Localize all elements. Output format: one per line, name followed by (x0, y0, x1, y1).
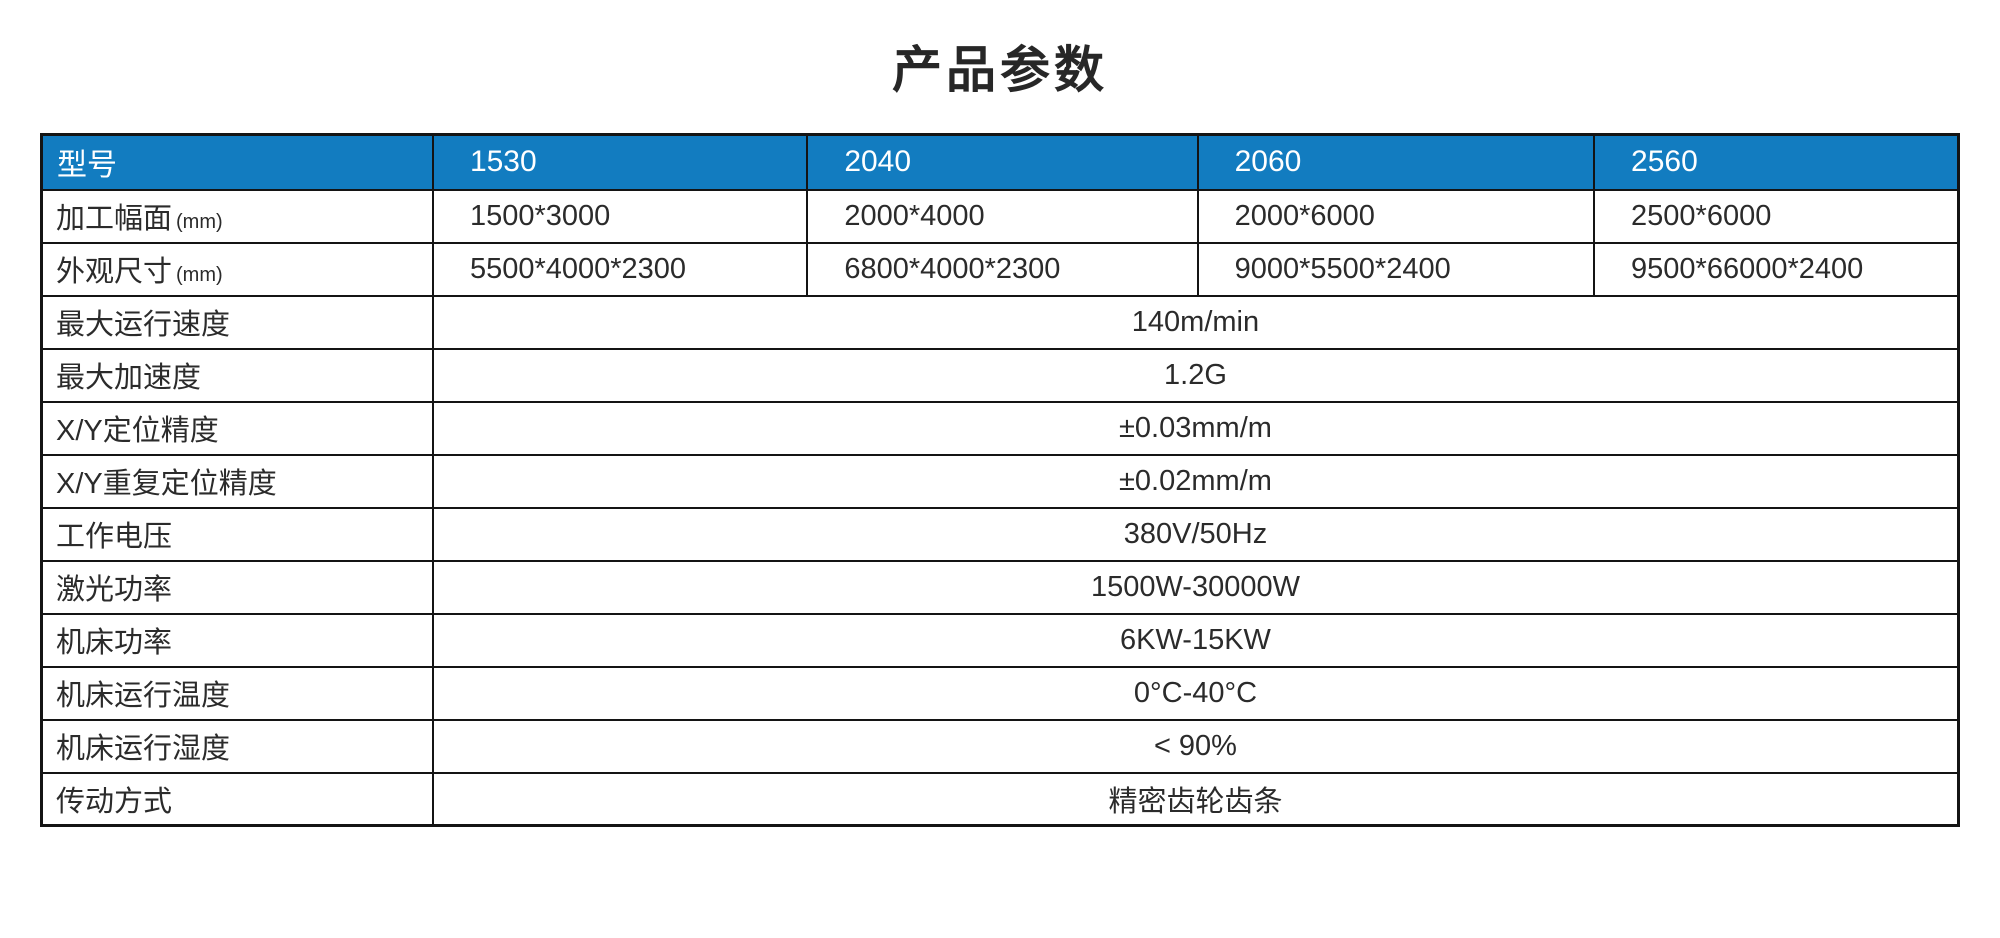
column-header-model-2560: 2560 (1593, 133, 1960, 191)
row-label: 最大运行速度 (40, 294, 434, 350)
cell-value-merged: 1.2G (431, 347, 1960, 403)
cell-value: 2000*6000 (1196, 188, 1596, 244)
row-label: X/Y定位精度 (40, 400, 434, 456)
cell-value-merged: 6KW-15KW (431, 612, 1960, 668)
table-row: 最大加速度 1.2G (40, 347, 1960, 403)
unit-suffix: (mm) (176, 264, 223, 286)
row-label: 机床运行温度 (40, 665, 434, 721)
cell-value-merged: 380V/50Hz (431, 506, 1960, 562)
unit-suffix: (mm) (176, 211, 223, 233)
page-title: 产品参数 (892, 42, 1108, 98)
table-row: 激光功率 1500W-30000W (40, 559, 1960, 615)
column-header-model-2060: 2060 (1196, 133, 1596, 191)
table-row: 加工幅面 (mm) 1500*3000 2000*4000 2000*6000 2… (40, 188, 1960, 244)
table-row: X/Y定位精度 ±0.03mm/m (40, 400, 1960, 456)
table-row: 机床运行湿度 < 90% (40, 718, 1960, 774)
table-row: 外观尺寸 (mm) 5500*4000*2300 6800*4000*2300 9… (40, 241, 1960, 297)
table-header-row: 型号 1530 2040 2060 2560 (40, 133, 1960, 191)
cell-value-merged: 精密齿轮齿条 (431, 771, 1960, 827)
table-row: 机床运行温度 0°C-40°C (40, 665, 1960, 721)
cell-value-merged: 0°C-40°C (431, 665, 1960, 721)
row-label: 最大加速度 (40, 347, 434, 403)
row-label-text: 加工幅面 (56, 203, 173, 235)
cell-value: 5500*4000*2300 (431, 241, 809, 297)
row-label: 机床功率 (40, 612, 434, 668)
header-cell-model-label: 型号 (40, 133, 434, 191)
row-label: 传动方式 (40, 771, 434, 827)
table-row: 机床功率 6KW-15KW (40, 612, 1960, 668)
table-row: X/Y重复定位精度 ±0.02mm/m (40, 453, 1960, 509)
cell-value: 6800*4000*2300 (806, 241, 1199, 297)
cell-value-merged: 1500W-30000W (431, 559, 1960, 615)
cell-value-merged: ±0.03mm/m (431, 400, 1960, 456)
row-label: 工作电压 (40, 506, 434, 562)
row-label: 激光功率 (40, 559, 434, 615)
row-label-text: 外观尺寸 (56, 256, 173, 288)
cell-value: 2500*6000 (1593, 188, 1960, 244)
column-header-model-2040: 2040 (806, 133, 1199, 191)
cell-value: 1500*3000 (431, 188, 809, 244)
product-spec-table: 型号 1530 2040 2060 2560 加工幅面 (mm) 1500*300… (40, 133, 1960, 827)
cell-value: 9000*5500*2400 (1196, 241, 1596, 297)
column-header-model-1530: 1530 (431, 133, 809, 191)
cell-value-merged: ±0.02mm/m (431, 453, 1960, 509)
table-row: 传动方式 精密齿轮齿条 (40, 771, 1960, 827)
row-label: X/Y重复定位精度 (40, 453, 434, 509)
cell-value: 2000*4000 (806, 188, 1199, 244)
row-label: 外观尺寸 (mm) (40, 241, 434, 297)
table-row: 工作电压 380V/50Hz (40, 506, 1960, 562)
row-label: 加工幅面 (mm) (40, 188, 434, 244)
cell-value-merged: < 90% (431, 718, 1960, 774)
table-row: 最大运行速度 140m/min (40, 294, 1960, 350)
cell-value-merged: 140m/min (431, 294, 1960, 350)
row-label: 机床运行湿度 (40, 718, 434, 774)
cell-value: 9500*66000*2400 (1593, 241, 1960, 297)
